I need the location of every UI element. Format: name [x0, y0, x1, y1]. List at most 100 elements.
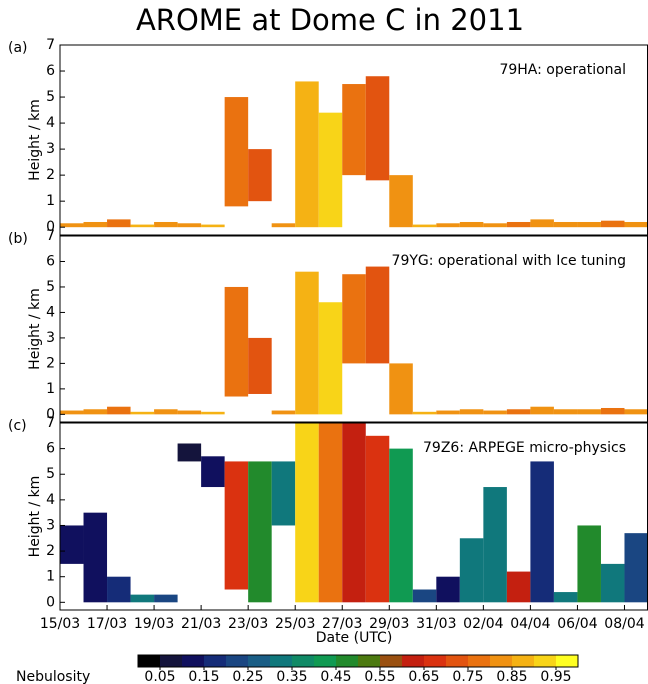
x-tick-label: 08/04 — [604, 616, 644, 632]
colorbar-swatch — [358, 655, 381, 667]
panel-label: (b) — [8, 231, 28, 247]
cloud-cell — [600, 407, 625, 415]
cloud-cell — [295, 81, 319, 228]
y-tick-label: 4 — [46, 115, 55, 131]
cloud-cell — [459, 409, 484, 415]
cloud-cell — [365, 76, 390, 181]
colorbar-swatch — [248, 655, 271, 667]
y-tick-label: 7 — [46, 37, 55, 53]
cloud-cell — [154, 409, 178, 415]
colorbar-swatch — [534, 655, 557, 667]
cloud-cell — [130, 224, 155, 228]
cloud-cell — [201, 411, 225, 415]
y-tick-label: 1 — [46, 193, 55, 209]
cloud-cell — [177, 443, 202, 462]
cloud-cell — [389, 448, 413, 603]
cloud-cell — [436, 410, 460, 415]
cloud-cell — [83, 512, 108, 603]
colorbar-swatch — [490, 655, 513, 667]
cloud-cell — [271, 223, 296, 228]
y-tick-label: 1 — [46, 569, 55, 585]
colorbar-swatch — [314, 655, 337, 667]
cloud-cell — [577, 409, 601, 415]
colorbar-swatch — [226, 655, 249, 667]
cloud-cell — [60, 525, 84, 564]
cloud-cell — [224, 97, 249, 207]
cloud-cell — [177, 223, 202, 228]
cloud-cell — [201, 456, 225, 488]
y-tick-label: 5 — [46, 89, 55, 105]
panel-title: 79Z6: ARPEGE micro-physics — [423, 440, 626, 456]
plot-area — [60, 76, 648, 228]
cloud-cell — [248, 149, 272, 202]
y-tick-label: 2 — [46, 167, 55, 183]
figure-title: AROME at Dome C in 2011 — [136, 3, 524, 37]
cloud-cell — [130, 411, 155, 415]
y-tick-label: 6 — [46, 63, 55, 79]
x-tick-label: 06/04 — [557, 616, 597, 632]
y-axis-label: Height / km — [27, 476, 43, 558]
y-tick-label: 1 — [46, 381, 55, 397]
cloud-cell — [271, 461, 296, 526]
cloud-cell — [412, 411, 437, 415]
colorbar-swatch — [292, 655, 315, 667]
cloud-cell — [295, 423, 319, 603]
x-tick-label: 19/03 — [134, 616, 174, 632]
cloud-cell — [483, 487, 507, 603]
cloud-cell — [60, 223, 84, 228]
y-axis-label: Height / km — [27, 99, 43, 181]
colorbar-tick-label: 0.15 — [188, 669, 219, 684]
y-tick-label: 4 — [46, 304, 55, 320]
cloud-cell — [412, 589, 437, 603]
cloud-cell — [577, 221, 601, 228]
cloud-cell — [224, 286, 249, 397]
colorbar-tick-label: 0.25 — [232, 669, 263, 684]
y-tick-label: 7 — [46, 415, 55, 431]
cloud-cell — [530, 219, 554, 228]
cloud-cell — [553, 592, 578, 603]
y-tick-label: 2 — [46, 543, 55, 559]
colorbar-tick-label: 0.95 — [540, 669, 571, 684]
cloud-cell — [459, 221, 484, 228]
colorbar-frame — [137, 654, 579, 668]
cloud-cell — [177, 410, 202, 415]
x-tick-label: 23/03 — [228, 616, 268, 632]
cloud-cell — [154, 594, 178, 603]
x-tick-label: 21/03 — [181, 616, 221, 632]
x-tick-label: 02/04 — [463, 616, 503, 632]
y-tick-label: 0 — [46, 219, 55, 235]
panel-title: 79HA: operational — [499, 62, 626, 78]
cloud-cell — [318, 423, 343, 603]
y-axis-label: Height / km — [27, 288, 43, 370]
y-tick-label: 2 — [46, 355, 55, 371]
cloud-cell — [624, 221, 648, 228]
y-tick-label: 0 — [46, 406, 55, 422]
cloud-cell — [624, 533, 648, 603]
cloud-cell — [530, 461, 554, 603]
colorbar-swatch — [402, 655, 425, 667]
cloud-cell — [506, 571, 531, 603]
cloud-cell — [271, 410, 296, 415]
cloud-cell — [436, 576, 460, 603]
cloud-cell — [483, 223, 507, 228]
colorbar-tick-label: 0.75 — [452, 669, 483, 684]
cloud-cell — [107, 576, 131, 603]
colorbar-tick-label: 0.45 — [320, 669, 351, 684]
cloud-cell — [60, 410, 84, 415]
cloud-cell — [318, 112, 343, 228]
cloud-cell — [553, 221, 578, 228]
cloud-cell — [389, 363, 413, 415]
cloud-cell — [342, 274, 366, 364]
cloud-cell — [154, 221, 178, 228]
colorbar-tick-label: 0.55 — [364, 669, 395, 684]
cloud-cell — [365, 266, 390, 364]
cloud-cell — [224, 461, 249, 590]
cloud-cell — [83, 409, 108, 415]
cloud-cell — [130, 594, 155, 603]
cloud-cell — [530, 406, 554, 415]
cloud-cell — [365, 435, 390, 603]
panel-title: 79YG: operational with Ice tuning — [392, 253, 626, 269]
cloud-cell — [342, 423, 366, 603]
panel-label: (c) — [8, 418, 27, 434]
